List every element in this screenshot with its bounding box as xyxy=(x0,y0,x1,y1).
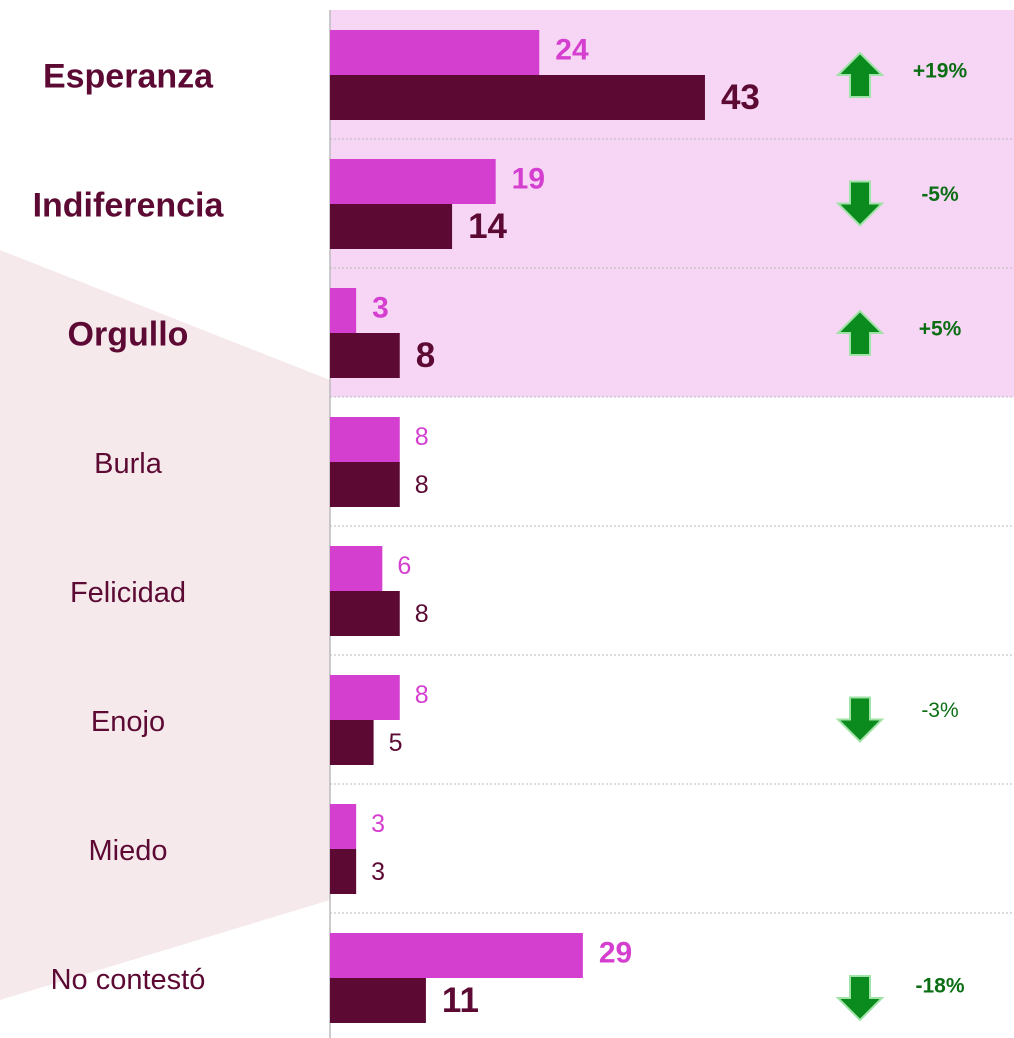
change-label: +19% xyxy=(913,60,968,83)
background-shape xyxy=(0,250,330,1000)
value-label: 43 xyxy=(721,78,760,117)
value-label: 3 xyxy=(371,810,385,838)
change-arrow xyxy=(835,180,885,227)
value-label: 6 xyxy=(397,552,411,580)
value-label: 8 xyxy=(415,681,429,709)
change-arrow xyxy=(835,696,885,743)
bar xyxy=(330,546,383,591)
value-label: 19 xyxy=(512,162,545,195)
bar xyxy=(330,978,426,1023)
category-label: Miedo xyxy=(89,835,168,867)
change-arrow xyxy=(835,309,885,356)
value-label: 5 xyxy=(389,729,403,757)
value-label: 8 xyxy=(415,471,429,499)
change-arrow xyxy=(835,51,885,98)
category-label: Indiferencia xyxy=(33,186,225,224)
change-label: -3% xyxy=(921,699,958,722)
row-highlight xyxy=(330,268,1014,397)
value-label: 14 xyxy=(468,207,507,246)
category-label: Enojo xyxy=(91,706,165,738)
value-label: 11 xyxy=(442,981,479,1020)
change-label: -5% xyxy=(921,183,959,206)
category-label: Esperanza xyxy=(43,57,214,95)
bar xyxy=(330,417,400,462)
bar xyxy=(330,804,357,849)
change-label: +5% xyxy=(919,318,962,341)
value-label: 8 xyxy=(416,336,435,375)
change-label: -18% xyxy=(915,975,964,998)
bar xyxy=(330,159,496,204)
value-label: 24 xyxy=(555,33,589,66)
bar xyxy=(330,591,400,636)
bar xyxy=(330,933,583,978)
category-label: Felicidad xyxy=(70,577,186,609)
bar xyxy=(330,333,400,378)
change-arrow xyxy=(835,975,885,1022)
bar xyxy=(330,462,400,507)
bar xyxy=(330,720,374,765)
bar xyxy=(330,75,705,120)
bar xyxy=(330,675,400,720)
bar xyxy=(330,30,540,75)
value-label: 3 xyxy=(371,858,385,886)
bar xyxy=(330,288,357,333)
bar xyxy=(330,204,453,249)
category-label: Burla xyxy=(94,448,163,480)
category-label: Orgullo xyxy=(68,315,189,353)
bar xyxy=(330,849,357,894)
value-label: 29 xyxy=(599,936,632,969)
category-label: No contestó xyxy=(51,964,206,996)
value-label: 8 xyxy=(415,600,429,628)
value-label: 3 xyxy=(372,291,389,324)
value-label: 8 xyxy=(415,423,429,451)
